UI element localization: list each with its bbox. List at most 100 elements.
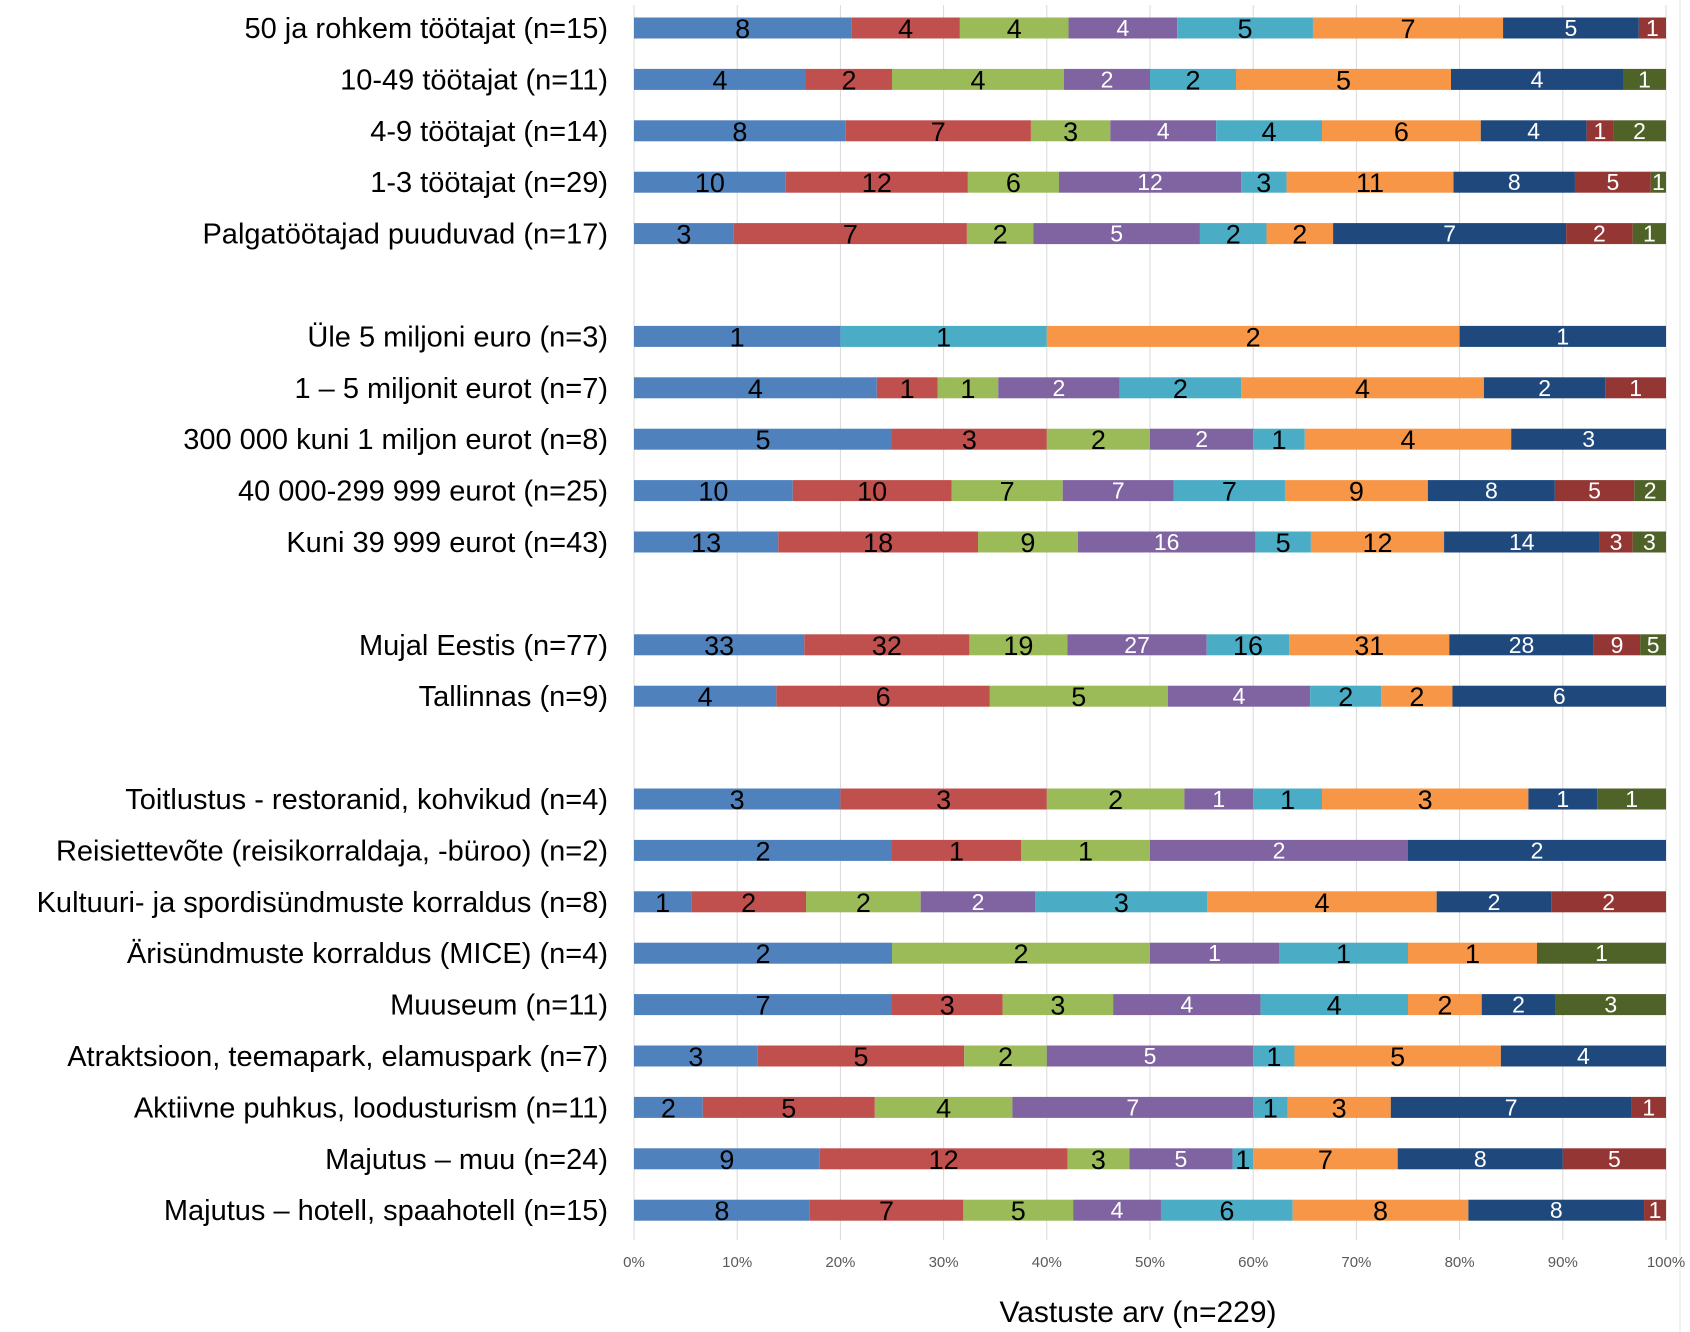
data-label: 12 [1137,169,1163,195]
data-label: 5 [1336,65,1351,95]
data-label: 4 [1157,118,1170,144]
bar-segment [634,685,777,707]
data-label: 1 [1280,785,1295,815]
bar-segment [1062,480,1174,502]
data-label: 2 [1091,425,1106,455]
data-label: 4 [1262,117,1277,147]
bar-segment [1067,1148,1130,1170]
data-label: 7 [1400,14,1415,44]
category-label: 1 – 5 miljonit eurot (n=7) [294,373,608,405]
bar-segment [1167,685,1311,707]
bar-segment [634,223,734,245]
data-label: 5 [854,1042,869,1072]
category-label: 4-9 töötajat (n=14) [370,116,608,148]
bar-segment [1408,942,1537,964]
bar-segment [634,120,846,142]
bar-segment [1528,788,1598,810]
data-label: 2 [1108,785,1123,815]
data-label: 7 [1222,477,1237,507]
data-label: 1 [1638,66,1651,92]
bar-segment [978,531,1078,553]
data-label: 2 [1246,322,1261,352]
data-label: 4 [1577,1043,1590,1069]
bar-segment [1260,994,1408,1016]
bar-segment [1468,1199,1645,1221]
bar-segment [1067,634,1207,656]
bar-segment [1593,634,1641,656]
data-label: 32 [872,631,902,661]
bar-segment [1390,1096,1632,1118]
data-label: 3 [1050,991,1065,1021]
bar-segment [1503,17,1639,39]
bar-segment [634,1045,758,1067]
data-label: 1 [1263,1093,1278,1123]
bar-segment [1586,120,1614,142]
data-label: 18 [863,528,893,558]
bar-segment [1599,531,1633,553]
bar-segment [1304,428,1512,450]
data-label: 33 [704,631,734,661]
bar-segment [876,377,938,399]
bar-segment [1289,634,1450,656]
data-label: 5 [1175,1146,1188,1172]
bar-segment [1002,994,1114,1016]
data-label: 4 [1400,425,1415,455]
x-axis-title: Vastuste arv (n=229) [999,1296,1276,1329]
bar-segment [1266,223,1334,245]
data-label: 5 [1011,1196,1026,1226]
data-label: 14 [1509,529,1535,555]
bar-segment [634,891,692,913]
data-label: 1 [1266,1042,1281,1072]
data-label: 5 [1588,478,1601,504]
data-label: 4 [1233,683,1246,709]
data-label: 2 [856,888,871,918]
data-label: 5 [1144,1043,1157,1069]
bar-segment [806,68,892,90]
bar-segment [1046,428,1150,450]
data-label: 1 [730,322,745,352]
bar-segment [634,377,877,399]
bar-segment [1253,1096,1288,1118]
data-label: 4 [1314,888,1329,918]
data-label: 6 [1219,1196,1234,1226]
bar-segment [840,788,1047,810]
data-label: 5 [1276,528,1291,558]
bar-segment [874,1096,1013,1118]
category-label: Tallinnas (n=9) [419,681,608,713]
data-label: 2 [841,65,856,95]
data-label: 8 [1474,1146,1487,1172]
bar-segment [1554,480,1635,502]
data-label: 5 [1565,15,1578,41]
bar-segment [1068,17,1178,39]
data-label: 3 [1582,426,1595,452]
data-label: 2 [1226,220,1241,250]
data-label: 4 [748,374,763,404]
x-tick-label: 60% [1238,1254,1268,1271]
bar-segment [1537,942,1666,964]
bar-segment [1638,17,1666,39]
data-label: 1 [1271,425,1286,455]
bar-segment [1021,839,1150,861]
data-label: 2 [1531,837,1544,863]
data-label: 9 [1020,528,1035,558]
bar-segment [778,531,978,553]
data-label: 3 [688,1042,703,1072]
bar-segment [969,634,1068,656]
data-label: 2 [1409,682,1424,712]
data-label: 2 [1437,991,1452,1021]
category-label: Kultuuri- ja spordisündmuste korraldus (… [37,887,608,919]
data-label: 1 [1593,118,1606,144]
data-label: 3 [1610,529,1623,555]
data-label: 7 [931,117,946,147]
data-label: 13 [691,528,721,558]
bar-segment [1333,223,1567,245]
data-label: 2 [1013,939,1028,969]
bar-segment [1444,531,1600,553]
data-label: 6 [1006,168,1021,198]
bar-segment [967,171,1059,193]
data-label: 2 [1173,374,1188,404]
bar-segment [1451,68,1623,90]
data-label: 4 [1355,374,1370,404]
data-label: 2 [1602,889,1615,915]
x-axis-ticks: 0% 10% 20% 30% 40% 50% 60% 70% 80% 90% 100% [623,1254,1685,1271]
